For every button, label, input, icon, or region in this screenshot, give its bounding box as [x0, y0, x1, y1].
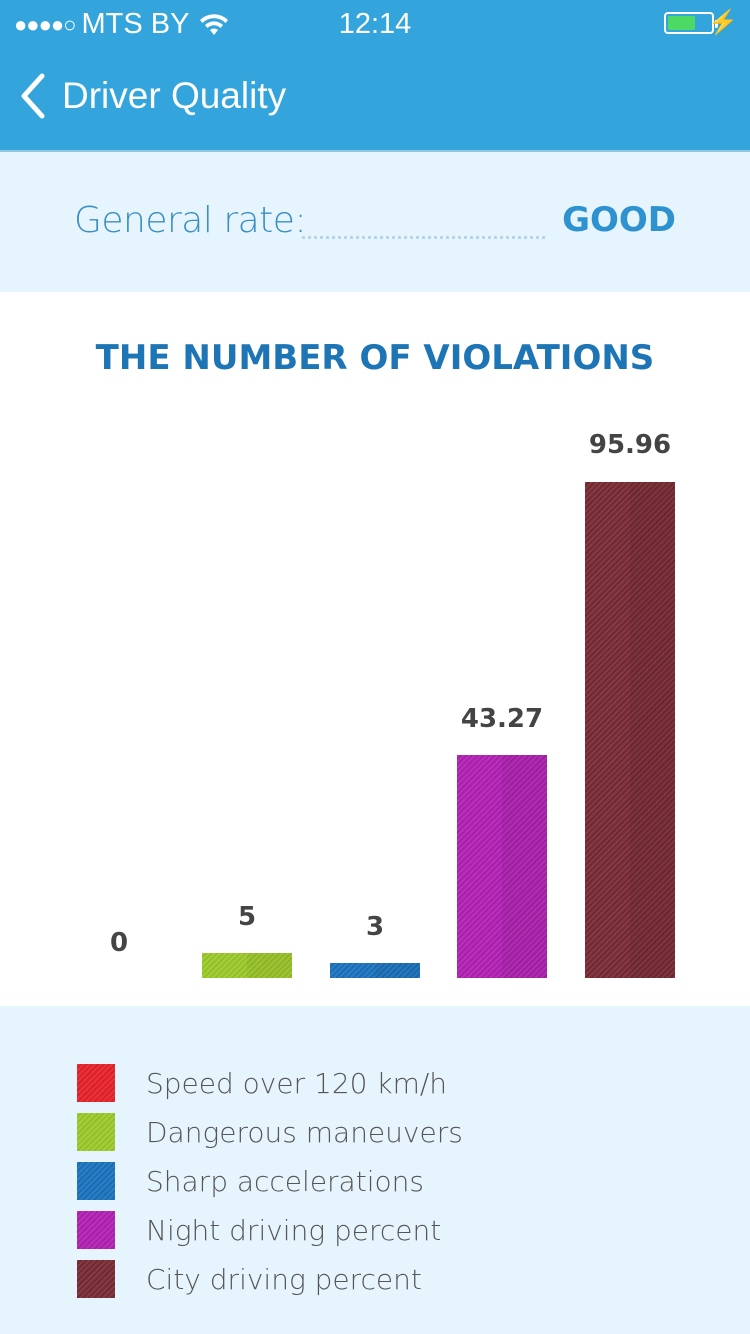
chart-legend: Speed over 120 km/h Dangerous maneuvers …: [0, 1006, 750, 1334]
battery-nub: [715, 20, 718, 28]
bar-value-label: 95.96: [588, 430, 672, 460]
legend-label: Speed over 120 km/h: [146, 1066, 448, 1100]
back-button[interactable]: Driver Quality: [18, 72, 286, 120]
signal-strength-icon: ●●●●○: [14, 11, 76, 37]
legend-item-dangerous: Dangerous maneuvers: [77, 1112, 463, 1152]
violations-chart: THE NUMBER OF VIOLATIONS 0 5 3 43.27 95.…: [0, 292, 750, 1006]
legend-label: Dangerous maneuvers: [146, 1115, 463, 1149]
header-divider: [0, 150, 750, 152]
legend-swatch: [77, 1113, 115, 1151]
bar-shade: [630, 482, 675, 978]
general-rate-value: GOOD: [562, 200, 676, 240]
bar-value-label: 3: [365, 912, 385, 942]
charging-icon: ⚡: [708, 9, 738, 36]
legend-label: Night driving percent: [146, 1213, 442, 1247]
chart-title: THE NUMBER OF VIOLATIONS: [95, 338, 655, 378]
battery-level: [668, 16, 695, 30]
bar-night-driving[interactable]: [457, 755, 547, 978]
legend-item-city: City driving percent: [77, 1259, 422, 1299]
dotted-leader: [302, 236, 545, 239]
carrier-name: MTS BY: [81, 8, 190, 40]
legend-label: Sharp accelerations: [146, 1164, 424, 1198]
battery-icon: [664, 12, 718, 34]
carrier-info: ●●●●○ MTS BY: [14, 8, 229, 41]
bar-value-label: 5: [237, 902, 257, 932]
bar-city-driving[interactable]: [585, 482, 675, 978]
header: ●●●●○ MTS BY 12:14 ⚡ Driver Quality: [0, 0, 750, 150]
wifi-icon: [200, 13, 229, 35]
legend-swatch: [77, 1064, 115, 1102]
bar-shade: [502, 755, 547, 978]
bar-dangerous-maneuvers[interactable]: [202, 953, 292, 978]
general-rate-section: General rate: GOOD: [0, 152, 750, 292]
legend-swatch: [77, 1260, 115, 1298]
bar-sharp-accelerations[interactable]: [330, 963, 420, 978]
legend-item-sharp: Sharp accelerations: [77, 1161, 424, 1201]
bar-shade: [375, 963, 420, 978]
legend-swatch: [77, 1162, 115, 1200]
legend-label: City driving percent: [146, 1262, 422, 1296]
chevron-left-icon[interactable]: [18, 72, 48, 120]
status-bar: ●●●●○ MTS BY 12:14 ⚡: [0, 0, 750, 44]
legend-item-speed: Speed over 120 km/h: [77, 1063, 447, 1103]
bar-value-label: 43.27: [460, 704, 544, 734]
bar-shade: [247, 953, 292, 978]
bar-value-label: 0: [109, 928, 129, 958]
clock: 12:14: [338, 8, 412, 40]
general-rate-label: General rate:: [74, 200, 307, 241]
legend-item-night: Night driving percent: [77, 1210, 441, 1250]
legend-swatch: [77, 1211, 115, 1249]
page-title: Driver Quality: [62, 75, 287, 116]
